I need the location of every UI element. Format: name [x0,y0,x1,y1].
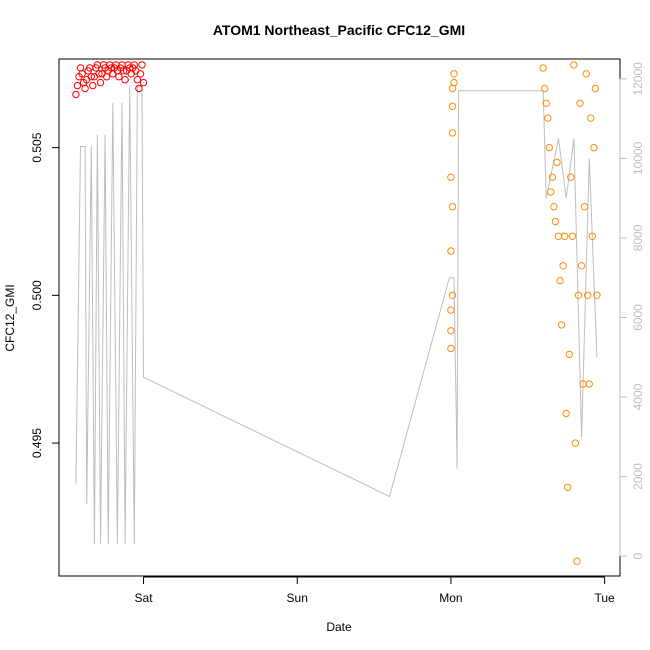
y-tick-label: 0.505 [30,132,44,162]
x-tick-label: Sun [287,591,308,605]
data-point-orange [553,158,561,167]
data-point-orange [450,70,458,78]
data-point-red [87,73,96,81]
data-point-orange [447,344,455,353]
data-point-orange [554,232,563,241]
data-point-orange [591,84,600,93]
data-point-red [76,64,85,72]
data-point-orange [564,483,572,492]
data-point-orange [590,143,598,152]
data-point-orange [541,84,549,93]
x-tick-label: Tue [595,591,616,605]
data-point-orange [448,102,457,111]
data-point-orange [448,203,457,211]
data-point-red [96,78,105,87]
data-point-orange [561,232,569,241]
data-point-red [121,76,129,84]
data-point-red [119,67,128,75]
data-point-orange [562,409,570,418]
data-point-orange [585,380,593,388]
y2-tick-label: 12000 [631,62,645,96]
y2-tick-label: 4000 [631,383,645,410]
data-point-red [115,73,123,81]
chart-title: ATOM1 Northeast_Pacific CFC12_GMI [213,22,465,38]
data-point-red [73,81,82,90]
y-axis: 0.495 0.500 0.505 [30,132,60,458]
data-point-red [136,70,145,78]
data-point-orange [551,217,560,226]
data-point-orange [593,291,601,299]
y-axis-label: CFC12_GMI [3,284,17,351]
data-point-orange [588,232,596,241]
data-point-orange [450,78,458,87]
data-point-orange [582,70,590,78]
data-point-orange [448,84,457,93]
data-point-red [109,70,117,78]
data-point-orange [557,321,566,329]
data-point-orange [545,143,553,152]
altitude-line [75,86,598,545]
y2-tick-label: 0 [631,552,645,559]
data-point-orange [574,291,583,299]
x-axis-label: Date [326,620,352,634]
data-point-red [72,90,80,99]
data-point-orange [447,327,455,335]
data-point-orange [573,557,581,565]
data-point-orange [565,350,573,359]
data-point-orange [568,232,577,241]
data-points [72,61,601,565]
data-point-orange [577,262,586,270]
data-point-red [89,81,97,90]
data-point-red [102,73,111,81]
data-point-orange [571,439,580,447]
x-tick-label: Mon [439,591,462,605]
y2-tick-label: 6000 [631,304,645,331]
data-point-orange [548,173,557,181]
data-point-orange [448,291,457,299]
data-point-red [81,84,89,93]
data-point-orange [584,291,592,299]
data-point-orange [447,173,455,181]
data-point-orange [542,99,550,108]
data-point-red [95,70,103,78]
data-point-orange [550,203,558,211]
data-point-orange [556,276,564,285]
data-point-orange [580,203,589,211]
data-point-orange [567,173,575,181]
y-tick-label: 0.495 [30,428,44,458]
y-tick-label: 0.500 [30,280,44,310]
data-point-orange [587,114,595,122]
data-point-orange [447,306,455,314]
altitude-polyline [75,86,598,545]
data-point-orange [570,61,578,69]
data-point-orange [544,114,552,122]
x-tick-label: Sat [135,591,154,605]
y2-tick-label: 10000 [631,141,645,175]
y2-tick-label: 2000 [631,463,645,490]
data-point-red [139,78,148,87]
data-point-orange [539,64,547,72]
data-point-orange [447,247,455,255]
data-point-orange [576,99,584,108]
data-point-orange [448,129,457,137]
data-point-red [127,70,135,78]
y2-tick-label: 8000 [631,224,645,251]
data-point-red [78,70,86,78]
data-point-red [135,84,143,93]
data-point-orange [547,188,555,196]
data-point-orange [559,262,567,270]
y2-axis: 0 2000 4000 6000 8000 10000 12000 [619,62,645,559]
data-point-red [133,76,142,84]
x-axis: Sat Sun Mon Tue [135,576,616,605]
data-point-red [138,61,146,69]
